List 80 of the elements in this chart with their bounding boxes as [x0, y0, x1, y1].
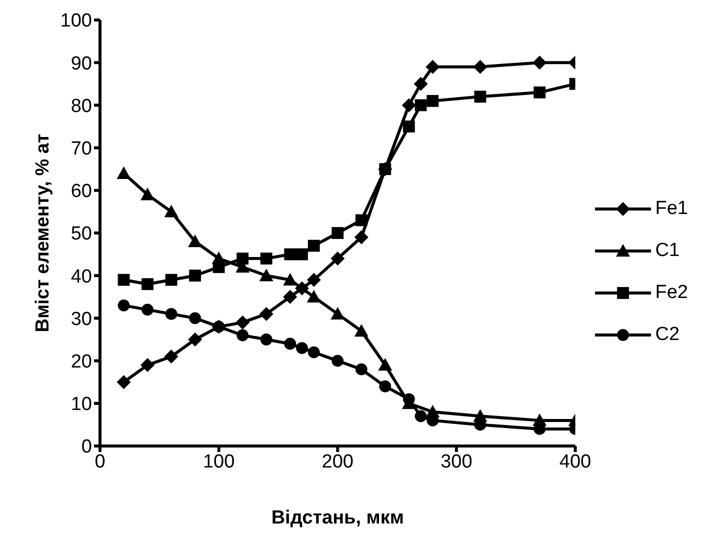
y-axis-title: Вміст елементу, % ат — [32, 134, 54, 332]
point — [189, 312, 201, 324]
point — [306, 272, 321, 287]
point — [188, 234, 202, 248]
point — [118, 299, 130, 312]
point — [402, 120, 415, 132]
point — [116, 375, 131, 390]
x-tick-label: 200 — [322, 451, 354, 472]
point — [259, 268, 274, 282]
point — [236, 329, 249, 342]
y-tick-label: 0 — [81, 436, 92, 458]
point — [260, 334, 272, 346]
point — [140, 188, 155, 200]
y-tick-label: 70 — [70, 138, 92, 160]
point — [414, 76, 428, 91]
point — [236, 315, 250, 330]
point — [330, 306, 345, 320]
point — [354, 324, 368, 337]
y-tick-label: 100 — [60, 10, 92, 32]
point — [236, 252, 249, 265]
point — [426, 94, 439, 107]
point — [308, 240, 320, 252]
point — [189, 270, 201, 282]
point — [474, 90, 486, 103]
point — [212, 320, 225, 333]
point — [284, 338, 296, 350]
point — [283, 290, 298, 304]
point — [259, 306, 274, 321]
y-tick-label: 90 — [70, 53, 92, 74]
y-tick-label: 40 — [70, 266, 92, 288]
legend-label: Fe2 — [655, 281, 688, 305]
point — [165, 308, 178, 320]
point — [140, 358, 155, 372]
point — [414, 99, 427, 112]
y-tick-label: 20 — [70, 352, 92, 373]
point — [188, 332, 202, 346]
y-tick-label: 30 — [70, 308, 92, 330]
x-tick-label: 0 — [94, 451, 106, 472]
x-tick-label: 100 — [202, 451, 235, 472]
y-tick-label: 80 — [70, 96, 92, 117]
point — [260, 252, 272, 265]
point — [332, 354, 344, 367]
point — [308, 346, 320, 358]
point — [402, 98, 416, 112]
point — [294, 281, 309, 296]
point — [402, 393, 415, 406]
point — [296, 248, 308, 260]
point — [118, 274, 130, 286]
point — [330, 252, 345, 266]
point — [116, 166, 131, 179]
x-axis-title: Відстань, мкм — [271, 507, 404, 528]
point — [534, 86, 546, 98]
legend-label: C2 — [655, 323, 680, 347]
point — [164, 204, 178, 218]
point — [165, 274, 178, 286]
y-tick-label: 50 — [70, 224, 92, 245]
point — [142, 278, 154, 290]
y-tick-label: 10 — [70, 394, 92, 416]
point — [414, 410, 427, 422]
legend-label: C1 — [655, 239, 680, 263]
point — [284, 248, 296, 260]
point — [379, 380, 392, 392]
point — [473, 60, 488, 74]
point — [142, 304, 154, 316]
x-tick-label: 400 — [559, 451, 592, 472]
point — [212, 261, 225, 274]
point — [306, 290, 321, 302]
x-tick-label: 300 — [440, 451, 472, 472]
point — [355, 363, 368, 376]
point — [426, 60, 440, 74]
point — [378, 358, 392, 371]
point — [532, 56, 547, 70]
point — [296, 342, 308, 354]
point — [283, 272, 298, 286]
legend-label: Fe1 — [655, 197, 688, 221]
point — [164, 350, 178, 364]
y-tick-label: 60 — [70, 181, 92, 202]
point — [332, 227, 344, 239]
point — [355, 214, 368, 226]
point — [354, 230, 368, 244]
